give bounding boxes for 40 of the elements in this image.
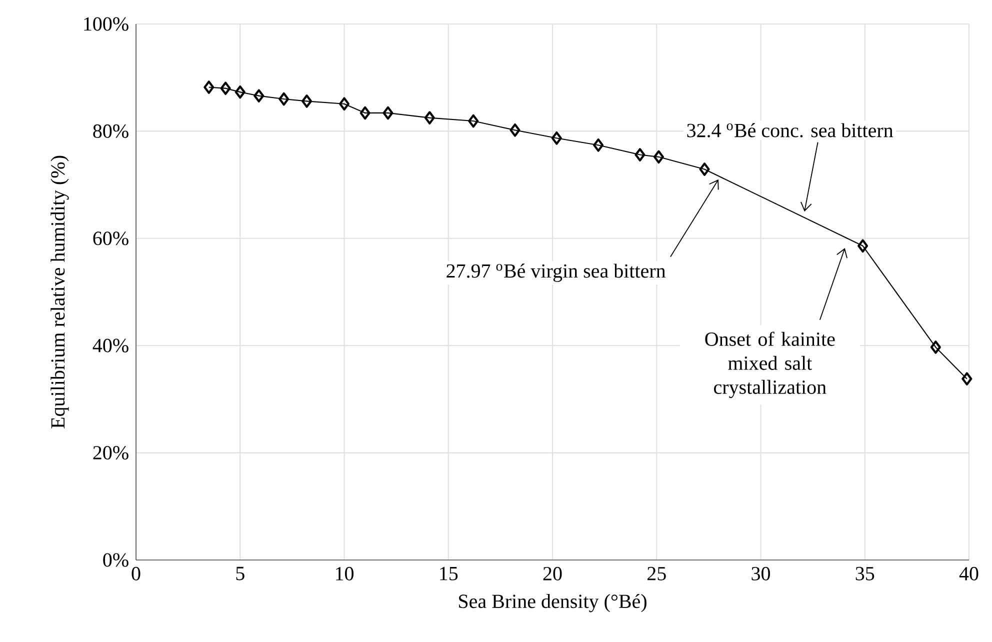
y-tick-label: 40% xyxy=(92,338,128,352)
y-tick-label: 100% xyxy=(84,17,128,31)
annotation: Onset of kainite mixed salt crystallization xyxy=(705,332,835,398)
point xyxy=(204,80,214,94)
annotation: 27.97 $^{o}$Bé virgin sea bittern xyxy=(446,264,666,282)
point xyxy=(930,340,941,354)
x-tick-label: 10 xyxy=(336,566,354,580)
point xyxy=(653,150,664,164)
point xyxy=(962,372,972,386)
x-tick-label: 30 xyxy=(752,566,770,580)
x-tick-label: 5 xyxy=(236,566,244,580)
point xyxy=(360,106,370,120)
point xyxy=(593,138,604,152)
point xyxy=(278,92,290,106)
point xyxy=(468,114,479,128)
x-tick-label: 40 xyxy=(959,566,978,580)
point xyxy=(699,162,710,176)
x-tick-label: 20 xyxy=(543,566,562,580)
y-tick-label: 60% xyxy=(93,232,128,246)
point xyxy=(551,131,562,145)
point xyxy=(382,106,394,120)
point xyxy=(424,111,435,124)
x-tick-label: 0 xyxy=(132,566,140,580)
point xyxy=(302,94,312,108)
point xyxy=(254,89,264,102)
y-tick-label: 20% xyxy=(93,446,128,460)
point xyxy=(234,85,246,99)
point xyxy=(220,82,231,95)
x-axis-title: Sea Brine density (°Bé) xyxy=(459,594,646,612)
point xyxy=(634,148,646,162)
point xyxy=(338,97,350,111)
point xyxy=(858,239,868,253)
annotation: 32.4 $^{o}$Bé conc. sea bittern xyxy=(687,123,894,138)
point xyxy=(510,123,520,137)
y-tick-label: 80% xyxy=(93,124,128,138)
x-tick-label: 15 xyxy=(440,566,458,580)
y-tick-label: 0% xyxy=(103,553,128,567)
x-tick-label: 25 xyxy=(648,566,666,580)
y-axis-title: Equilibrium relative humidity (%) xyxy=(50,156,69,428)
x-tick-label: 35 xyxy=(856,566,874,580)
